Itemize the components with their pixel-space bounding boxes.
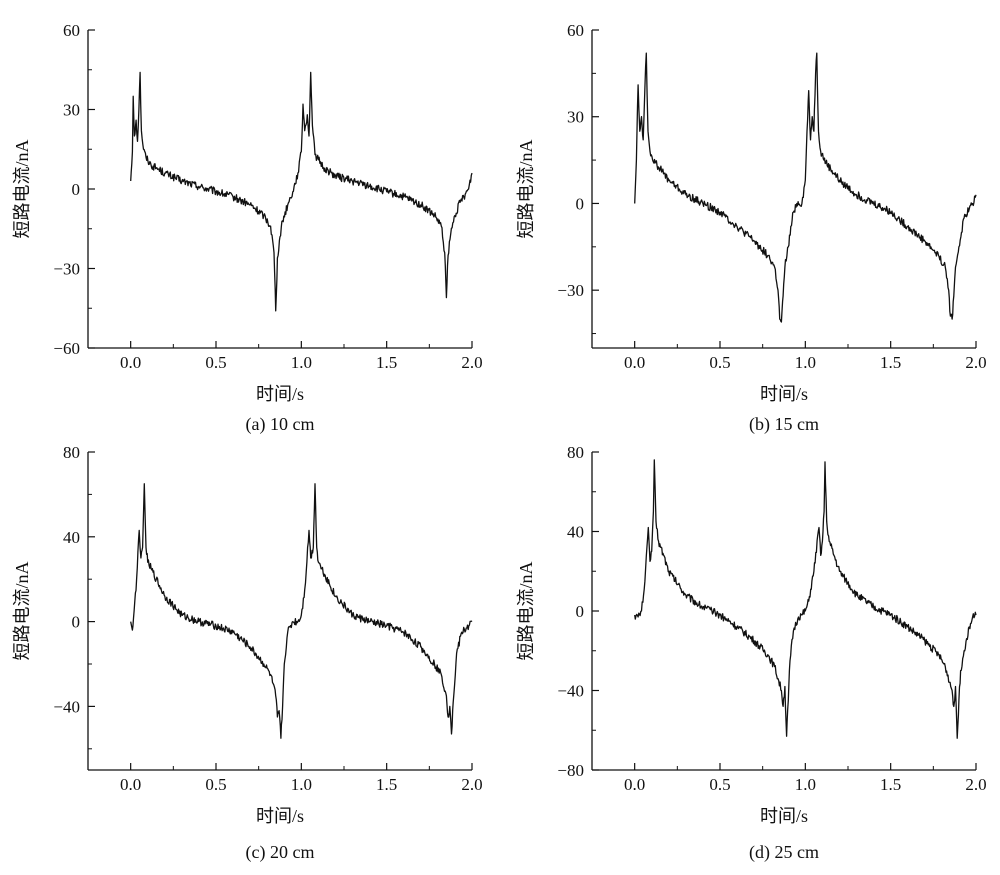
x-axis-label: 时间/s — [760, 384, 808, 404]
y-tick-label: 80 — [63, 443, 80, 462]
y-tick-label: −40 — [557, 682, 584, 701]
y-axis-label: 短路电流/nA — [12, 139, 32, 238]
x-axis-label: 时间/s — [256, 806, 304, 826]
x-tick-label: 0.5 — [205, 775, 226, 794]
y-axis-label: 短路电流/nA — [516, 139, 536, 238]
x-tick-label: 2.0 — [461, 775, 482, 794]
x-tick-label: 1.0 — [795, 775, 816, 794]
x-tick-label: 1.0 — [795, 353, 816, 372]
x-tick-label: 1.0 — [291, 353, 312, 372]
panel-caption: (a) 10 cm — [246, 414, 315, 435]
x-tick-label: 0.5 — [709, 353, 730, 372]
series-line-1 — [130, 71, 473, 312]
chart-panel-4: 0.0 0.5 1.0 1.5 2.0 −80 −40 0 40 80 时间/s 短路电流/nA (d)… — [516, 443, 987, 863]
panel-caption: (b) 15 cm — [749, 414, 819, 435]
x-tick-label: 0.0 — [120, 353, 141, 372]
y-tick-label: −60 — [53, 339, 80, 358]
y-tick-label: 80 — [567, 443, 584, 462]
y-tick-label: −30 — [557, 281, 584, 300]
y-tick-label: 0 — [576, 194, 585, 213]
x-tick-label: 2.0 — [965, 353, 986, 372]
y-tick-label: 0 — [72, 613, 81, 632]
x-tick-label: 2.0 — [965, 775, 986, 794]
x-tick-label: 0.5 — [205, 353, 226, 372]
chart-panel-3: 0.0 0.5 1.0 1.5 2.0 −40 0 40 80 时间/s 短路电流/nA (c) 20… — [12, 443, 483, 863]
y-tick-label: −80 — [557, 761, 584, 780]
y-tick-label: 60 — [567, 21, 584, 40]
y-tick-label: 40 — [63, 528, 80, 547]
y-axis-label: 短路电流/nA — [516, 561, 536, 660]
x-axis-label: 时间/s — [256, 384, 304, 404]
y-tick-label: 30 — [567, 108, 584, 127]
panel-caption: (d) 25 cm — [749, 842, 819, 863]
y-tick-label: 60 — [63, 21, 80, 40]
x-tick-label: 1.5 — [376, 775, 397, 794]
x-tick-label: 2.0 — [461, 353, 482, 372]
x-tick-label: 0.5 — [709, 775, 730, 794]
y-tick-label: −40 — [53, 697, 80, 716]
y-tick-label: 30 — [63, 101, 80, 120]
panel-caption: (c) 20 cm — [246, 842, 315, 863]
x-tick-label: 1.5 — [376, 353, 397, 372]
series-line-2 — [634, 52, 977, 323]
chart-panel-2: 0.0 0.5 1.0 1.5 2.0 −30 0 30 60 时间/s 短路电流/nA (b) 15… — [516, 21, 987, 435]
x-tick-label: 0.0 — [624, 775, 645, 794]
x-axis-label: 时间/s — [760, 806, 808, 826]
y-tick-label: 40 — [567, 523, 584, 542]
x-tick-label: 0.0 — [120, 775, 141, 794]
y-tick-label: −30 — [53, 260, 80, 279]
y-axis-label: 短路电流/nA — [12, 561, 32, 660]
x-tick-label: 1.5 — [880, 775, 901, 794]
x-tick-label: 0.0 — [624, 353, 645, 372]
y-tick-label: 0 — [72, 180, 81, 199]
x-tick-label: 1.0 — [291, 775, 312, 794]
series-line-3 — [130, 483, 473, 739]
series-line-4 — [634, 459, 977, 739]
x-tick-label: 1.5 — [880, 353, 901, 372]
y-tick-label: 0 — [576, 602, 585, 621]
chart-panel-1: 0.0 0.5 1.0 1.5 2.0 −60 −30 0 30 60 时间/s 短路电流/nA (a)… — [12, 21, 483, 435]
